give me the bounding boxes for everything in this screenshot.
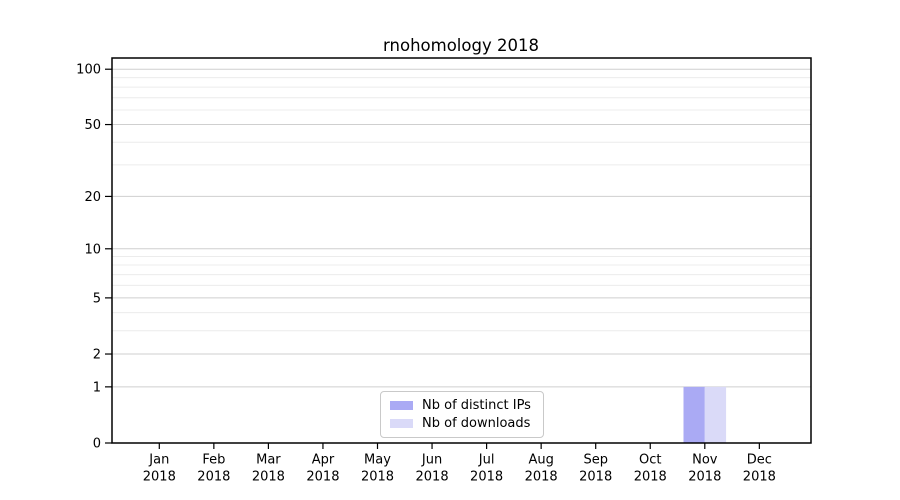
y-tick-label: 10 — [84, 242, 101, 257]
y-tick-label: 2 — [93, 348, 101, 363]
y-axis-ticks — [105, 68, 112, 444]
y-tick-label: 5 — [93, 291, 101, 306]
y-axis-labels: 0 1 2 5 10 20 50 100 — [76, 63, 101, 452]
legend-item-distinct-ips: Nb of distinct IPs — [390, 399, 535, 412]
x-tick-label-month: Feb — [202, 453, 225, 468]
x-tick-label-month: Aug — [528, 453, 553, 468]
x-tick-label-year: 2018 — [743, 470, 776, 485]
y-tick-label: 1 — [93, 380, 101, 395]
legend-swatch-distinct-ips — [390, 401, 413, 410]
x-tick-label-month: May — [364, 453, 391, 468]
x-tick-label-year: 2018 — [306, 470, 339, 485]
legend-swatch-downloads — [390, 419, 413, 428]
x-tick-label-month: Nov — [692, 453, 718, 468]
legend-label-downloads: Nb of downloads — [422, 416, 531, 431]
x-tick-label-year: 2018 — [579, 470, 612, 485]
x-tick-label-month: Sep — [583, 453, 608, 468]
x-tick-label-year: 2018 — [197, 470, 230, 485]
bar-nov-distinct-ips — [683, 386, 705, 443]
x-tick-label-year: 2018 — [252, 470, 285, 485]
x-tick-label-month: Oct — [639, 453, 661, 468]
x-axis-ticks — [158, 443, 760, 449]
y-tick-label: 0 — [93, 437, 101, 452]
x-tick-label-year: 2018 — [634, 470, 667, 485]
legend-label-distinct-ips: Nb of distinct IPs — [422, 398, 531, 413]
y-tick-label: 100 — [76, 63, 101, 78]
legend: Nb of distinct IPs Nb of downloads — [380, 391, 544, 438]
x-axis-labels: Jan 2018 Feb 2018 Mar 2018 Apr 2018 May 2018 Jun 20… — [143, 453, 776, 485]
x-tick-label-year: 2018 — [361, 470, 394, 485]
x-tick-label-month: Jan — [148, 453, 169, 468]
major-gridlines — [112, 68, 811, 388]
chart-title: rnohomology 2018 — [383, 36, 539, 55]
x-tick-label-month: Dec — [747, 453, 772, 468]
x-tick-label-year: 2018 — [143, 470, 176, 485]
x-tick-label-year: 2018 — [525, 470, 558, 485]
plot-border — [111, 57, 812, 444]
x-tick-label-month: Apr — [312, 453, 335, 468]
x-tick-label-year: 2018 — [416, 470, 449, 485]
y-tick-label: 20 — [84, 190, 101, 205]
y-tick-label: 50 — [84, 118, 101, 133]
minor-gridlines — [112, 77, 811, 332]
bar-nov-downloads — [704, 386, 727, 443]
x-tick-label-month: Mar — [256, 453, 281, 468]
x-tick-label-month: Jul — [478, 453, 495, 468]
legend-item-downloads: Nb of downloads — [390, 417, 535, 430]
x-tick-label-month: Jun — [421, 453, 442, 468]
bars — [683, 386, 727, 443]
x-tick-label-year: 2018 — [470, 470, 503, 485]
chart-generated-layers: 0 1 2 5 10 20 50 100 Jan 2018 Feb 2018 Mar 2018 Apr 201… — [76, 57, 812, 485]
x-tick-label-year: 2018 — [688, 470, 721, 485]
